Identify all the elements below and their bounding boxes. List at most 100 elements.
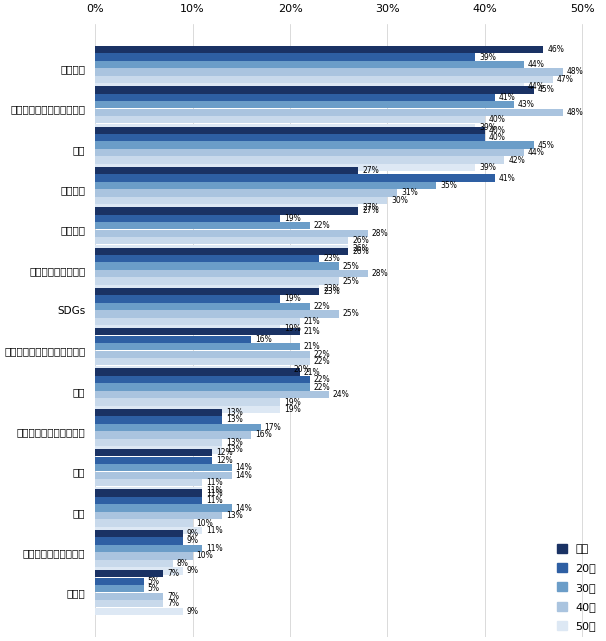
- Text: 17%: 17%: [265, 423, 281, 432]
- Bar: [95, 504, 231, 512]
- Text: 22%: 22%: [313, 383, 330, 392]
- Text: 28%: 28%: [372, 269, 388, 278]
- Text: 39%: 39%: [479, 53, 496, 62]
- Bar: [95, 369, 300, 376]
- Bar: [95, 351, 310, 358]
- Bar: [95, 46, 544, 53]
- Bar: [95, 83, 524, 90]
- Text: 10%: 10%: [196, 551, 213, 560]
- Text: 19%: 19%: [284, 294, 301, 303]
- Text: 12%: 12%: [216, 456, 233, 465]
- Bar: [95, 94, 494, 101]
- Text: 48%: 48%: [567, 108, 584, 117]
- Legend: 全体, 20代, 30代, 40代, 50代: 全体, 20代, 30代, 40代, 50代: [557, 544, 596, 631]
- Bar: [95, 164, 475, 171]
- Text: 27%: 27%: [362, 166, 379, 175]
- Text: 31%: 31%: [401, 188, 418, 197]
- Bar: [95, 464, 231, 471]
- Bar: [95, 585, 144, 592]
- Bar: [95, 424, 261, 431]
- Text: 7%: 7%: [167, 592, 179, 601]
- Text: 7%: 7%: [167, 599, 179, 608]
- Bar: [95, 570, 164, 578]
- Bar: [95, 545, 202, 552]
- Text: 13%: 13%: [225, 408, 242, 417]
- Bar: [95, 126, 485, 134]
- Bar: [95, 53, 475, 61]
- Text: 26%: 26%: [352, 247, 369, 256]
- Bar: [95, 86, 534, 94]
- Text: 16%: 16%: [255, 430, 271, 440]
- Bar: [95, 537, 183, 545]
- Bar: [95, 456, 212, 464]
- Text: 23%: 23%: [323, 284, 340, 293]
- Bar: [95, 116, 485, 124]
- Text: 13%: 13%: [225, 511, 242, 520]
- Bar: [95, 310, 339, 317]
- Bar: [95, 69, 563, 76]
- Bar: [95, 336, 251, 343]
- Text: 5%: 5%: [148, 584, 160, 593]
- Bar: [95, 101, 514, 108]
- Text: 21%: 21%: [304, 328, 321, 337]
- Bar: [95, 61, 524, 68]
- Bar: [95, 237, 348, 244]
- Bar: [95, 288, 319, 295]
- Text: 19%: 19%: [284, 324, 301, 333]
- Text: 8%: 8%: [177, 559, 189, 568]
- Text: 30%: 30%: [391, 196, 408, 205]
- Text: 9%: 9%: [187, 537, 199, 545]
- Text: 43%: 43%: [518, 101, 535, 110]
- Text: 21%: 21%: [304, 317, 321, 326]
- Text: 13%: 13%: [225, 445, 242, 454]
- Text: 19%: 19%: [284, 405, 301, 414]
- Text: 27%: 27%: [362, 203, 379, 212]
- Text: 39%: 39%: [479, 163, 496, 172]
- Bar: [95, 189, 397, 197]
- Text: 12%: 12%: [216, 448, 233, 457]
- Bar: [95, 383, 310, 391]
- Bar: [95, 303, 310, 310]
- Text: 40%: 40%: [489, 115, 505, 124]
- Text: 22%: 22%: [313, 302, 330, 311]
- Text: 22%: 22%: [313, 357, 330, 366]
- Bar: [95, 399, 281, 406]
- Bar: [95, 487, 202, 494]
- Bar: [95, 553, 193, 560]
- Bar: [95, 560, 173, 567]
- Text: 14%: 14%: [236, 504, 252, 513]
- Bar: [95, 578, 144, 585]
- Text: 19%: 19%: [284, 214, 301, 223]
- Text: 44%: 44%: [528, 83, 545, 92]
- Text: 9%: 9%: [187, 567, 199, 576]
- Bar: [95, 391, 329, 398]
- Bar: [95, 124, 475, 131]
- Bar: [95, 167, 358, 174]
- Bar: [95, 608, 183, 615]
- Bar: [95, 296, 281, 303]
- Text: 22%: 22%: [313, 221, 330, 230]
- Bar: [95, 134, 485, 142]
- Bar: [95, 328, 300, 335]
- Bar: [95, 204, 358, 212]
- Text: 5%: 5%: [148, 577, 160, 586]
- Text: 40%: 40%: [489, 126, 505, 135]
- Text: 19%: 19%: [284, 397, 301, 406]
- Bar: [95, 318, 300, 325]
- Text: 20%: 20%: [294, 365, 311, 374]
- Text: 45%: 45%: [538, 85, 554, 94]
- Bar: [95, 343, 300, 351]
- Text: 7%: 7%: [167, 569, 179, 578]
- Text: 16%: 16%: [255, 335, 271, 344]
- Bar: [95, 262, 339, 270]
- Text: 25%: 25%: [342, 276, 359, 286]
- Text: 26%: 26%: [352, 237, 369, 246]
- Bar: [95, 215, 281, 222]
- Bar: [95, 497, 202, 504]
- Bar: [95, 449, 212, 456]
- Bar: [95, 479, 202, 487]
- Text: 11%: 11%: [206, 488, 223, 497]
- Text: 46%: 46%: [547, 45, 564, 54]
- Bar: [95, 527, 202, 534]
- Text: 23%: 23%: [323, 287, 340, 296]
